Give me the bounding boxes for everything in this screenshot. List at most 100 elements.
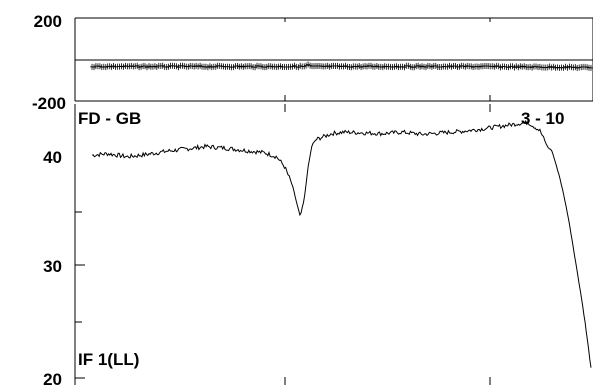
- phase-point: [213, 63, 218, 70]
- phase-point: [551, 63, 556, 70]
- phase-point: [490, 63, 495, 70]
- phase-point: [152, 63, 157, 70]
- phase-point: [506, 64, 511, 71]
- phase-point: [392, 63, 397, 70]
- phase-point: [589, 64, 593, 71]
- phase-point: [394, 63, 399, 70]
- phase-point: [412, 64, 417, 71]
- phase-point: [325, 62, 330, 69]
- phase-point: [469, 63, 474, 70]
- phase-ytick-label-200: 200: [34, 12, 62, 31]
- phase-point: [561, 64, 566, 71]
- phase-point: [111, 63, 116, 69]
- phase-point: [522, 63, 527, 70]
- phase-point: [239, 63, 244, 70]
- phase-point: [176, 64, 181, 71]
- phase-point: [259, 63, 263, 70]
- amp-ytick-label-30: 30: [43, 257, 62, 276]
- phase-point: [585, 64, 590, 71]
- amplitude-series-line: [91, 119, 592, 368]
- phase-point: [457, 63, 462, 70]
- phase-point: [194, 62, 199, 69]
- phase-point: [518, 63, 523, 70]
- phase-point: [278, 63, 283, 70]
- phase-point: [182, 63, 187, 70]
- phase-point: [461, 63, 466, 70]
- phase-point: [207, 63, 212, 70]
- phase-point: [416, 62, 421, 69]
- phase-point: [537, 63, 542, 70]
- phase-point: [92, 64, 96, 71]
- phase-point: [343, 62, 348, 69]
- phase-point: [575, 65, 580, 71]
- phase-point: [355, 63, 360, 70]
- phase-point: [292, 62, 297, 69]
- phase-point: [516, 64, 521, 71]
- phase-point: [549, 64, 554, 71]
- amp-ytick-label-40: 40: [43, 148, 62, 167]
- phase-point: [427, 63, 432, 70]
- phase-point: [103, 64, 108, 71]
- phase-point: [147, 63, 151, 70]
- phase-point: [369, 62, 373, 69]
- phase-point: [380, 64, 385, 71]
- phase-point: [205, 64, 210, 71]
- phase-point: [196, 63, 201, 70]
- phase-point: [477, 63, 481, 70]
- phase-point: [372, 63, 377, 70]
- phase-point: [357, 63, 362, 69]
- phase-point: [365, 63, 369, 70]
- phase-point: [449, 63, 454, 70]
- phase-point: [530, 64, 535, 71]
- phase-point: [349, 64, 354, 71]
- phase-point: [510, 63, 515, 70]
- phase-point: [374, 63, 379, 69]
- phase-point: [137, 64, 142, 71]
- phase-point: [139, 63, 144, 70]
- phase-point: [563, 63, 568, 70]
- phase-point: [121, 63, 126, 70]
- phase-point: [492, 63, 497, 70]
- phase-point: [198, 62, 203, 69]
- phase-point: [135, 62, 140, 69]
- phase-point: [107, 63, 112, 70]
- phase-point: [453, 63, 458, 69]
- phase-point: [445, 63, 450, 70]
- phase-point: [514, 63, 519, 70]
- if-label: IF 1(LL): [78, 350, 139, 369]
- phase-point: [408, 63, 413, 70]
- station-pair-label: FD - GB: [78, 109, 141, 128]
- phase-point: [296, 64, 301, 71]
- phase-point: [418, 63, 423, 70]
- scan-label: 3 - 10: [521, 109, 564, 128]
- phase-point: [359, 64, 364, 71]
- phase-point: [306, 61, 311, 68]
- phase-point: [166, 63, 171, 70]
- phase-ytick-label-minus200: -200: [32, 94, 66, 113]
- phase-point: [235, 63, 240, 69]
- phase-point: [186, 63, 191, 70]
- phase-point: [97, 63, 102, 70]
- phase-points: [90, 61, 593, 71]
- phase-point: [109, 63, 114, 70]
- phase-point: [174, 63, 179, 70]
- phase-point: [143, 63, 147, 70]
- phase-point: [264, 63, 269, 70]
- phase-point: [433, 62, 438, 69]
- phase-point: [237, 63, 242, 70]
- phase-point: [496, 63, 501, 70]
- phase-point: [304, 62, 309, 69]
- phase-point: [534, 63, 538, 70]
- amplitude-panel: 40 30 20 FD - GB 3 - 10 IF 1(LL): [43, 104, 592, 385]
- phase-point: [268, 63, 273, 70]
- phase-point: [429, 63, 434, 70]
- phase-point: [420, 63, 424, 70]
- phase-point: [241, 63, 246, 70]
- phase-point: [512, 64, 517, 71]
- phase-point: [302, 63, 307, 70]
- phase-point: [520, 63, 525, 70]
- amp-ytick-label-20: 20: [43, 370, 62, 385]
- phase-point: [253, 64, 258, 71]
- phase-point: [555, 64, 560, 71]
